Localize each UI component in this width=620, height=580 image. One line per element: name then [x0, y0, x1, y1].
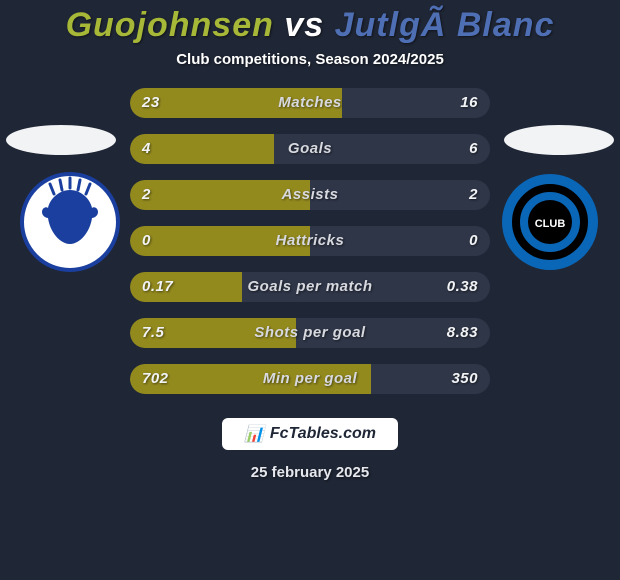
- comparison-card: Guojohnsen vs JutlgÃ Blanc Club competit…: [0, 0, 620, 580]
- stat-row: 46Goals: [130, 134, 490, 164]
- club-badge-b: CLUB: [500, 172, 600, 272]
- stat-bars: 2316Matches 46Goals 22Assists 00Hattricks 0.…: [130, 88, 490, 394]
- card-title: Guojohnsen vs JutlgÃ Blanc: [66, 6, 555, 45]
- svg-text:CLUB: CLUB: [535, 218, 566, 230]
- club-badge-a: [20, 172, 120, 272]
- stat-row: 0.170.38Goals per match: [130, 272, 490, 302]
- stat-row: 00Hattricks: [130, 226, 490, 256]
- brand-badge: 📊 FcTables.com: [222, 418, 398, 450]
- brand-icon: 📊: [244, 424, 264, 444]
- stat-row: 7.58.83Shots per goal: [130, 318, 490, 348]
- player-b-oval: [504, 125, 614, 155]
- card-subtitle: Club competitions, Season 2024/2025: [176, 51, 444, 68]
- brand-text: FcTables.com: [270, 425, 376, 443]
- club-b-icon: CLUB: [500, 172, 600, 272]
- stat-label: Matches: [130, 88, 490, 118]
- stat-label: Hattricks: [130, 226, 490, 256]
- stat-row: 2316Matches: [130, 88, 490, 118]
- player-b-name: JutlgÃ Blanc: [335, 6, 555, 44]
- stat-label: Min per goal: [130, 364, 490, 394]
- player-a-name: Guojohnsen: [66, 6, 274, 44]
- stat-label: Assists: [130, 180, 490, 210]
- stat-row: 702350Min per goal: [130, 364, 490, 394]
- footer-date: 25 february 2025: [251, 464, 369, 481]
- stat-row: 22Assists: [130, 180, 490, 210]
- vs-label: vs: [284, 6, 324, 44]
- club-a-icon: [20, 172, 120, 272]
- player-a-oval: [6, 125, 116, 155]
- stat-label: Shots per goal: [130, 318, 490, 348]
- stat-label: Goals: [130, 134, 490, 164]
- stat-label: Goals per match: [130, 272, 490, 302]
